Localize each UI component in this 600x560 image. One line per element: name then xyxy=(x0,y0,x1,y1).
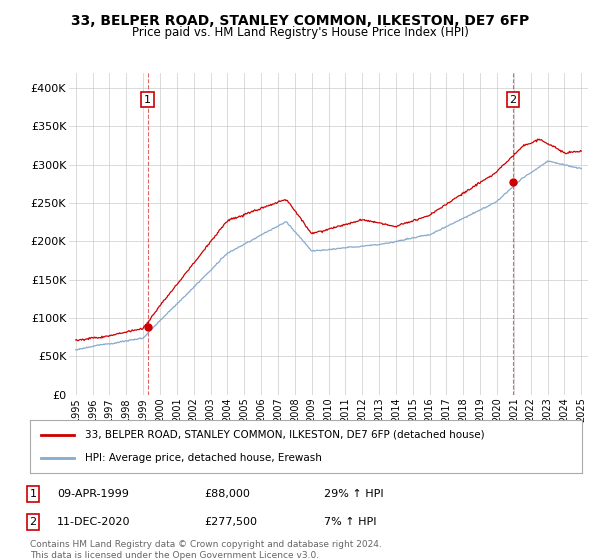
Text: £88,000: £88,000 xyxy=(204,489,250,499)
Text: Contains HM Land Registry data © Crown copyright and database right 2024.
This d: Contains HM Land Registry data © Crown c… xyxy=(30,540,382,559)
Text: 09-APR-1999: 09-APR-1999 xyxy=(57,489,129,499)
Text: 11-DEC-2020: 11-DEC-2020 xyxy=(57,517,131,527)
Text: 1: 1 xyxy=(144,95,151,105)
Text: 33, BELPER ROAD, STANLEY COMMON, ILKESTON, DE7 6FP: 33, BELPER ROAD, STANLEY COMMON, ILKESTO… xyxy=(71,14,529,28)
Text: £277,500: £277,500 xyxy=(204,517,257,527)
Text: 33, BELPER ROAD, STANLEY COMMON, ILKESTON, DE7 6FP (detached house): 33, BELPER ROAD, STANLEY COMMON, ILKESTO… xyxy=(85,430,485,440)
Text: 1: 1 xyxy=(29,489,37,499)
Text: 2: 2 xyxy=(29,517,37,527)
Text: Price paid vs. HM Land Registry's House Price Index (HPI): Price paid vs. HM Land Registry's House … xyxy=(131,26,469,39)
Text: 29% ↑ HPI: 29% ↑ HPI xyxy=(324,489,383,499)
Text: 7% ↑ HPI: 7% ↑ HPI xyxy=(324,517,377,527)
Text: 2: 2 xyxy=(509,95,517,105)
Text: HPI: Average price, detached house, Erewash: HPI: Average price, detached house, Erew… xyxy=(85,453,322,463)
